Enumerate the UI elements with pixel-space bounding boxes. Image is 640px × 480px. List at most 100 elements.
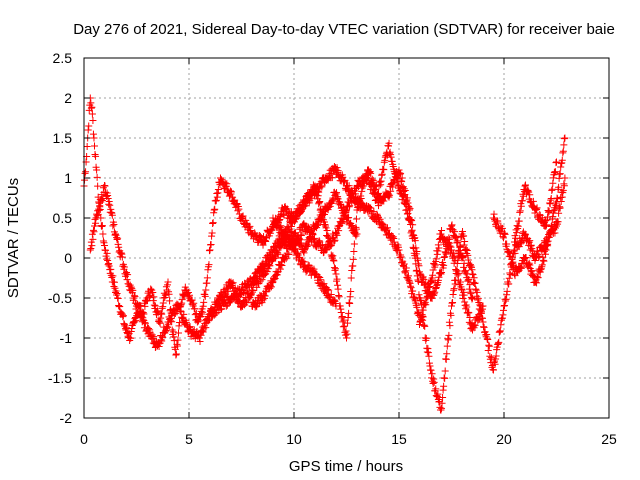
data-point [460,232,468,240]
data-point [127,327,135,335]
data-point [445,235,453,243]
y-tick-label: 1 [64,170,72,186]
data-point [550,169,558,177]
data-point [543,221,551,229]
data-point [541,250,549,258]
chart-title: Day 276 of 2021, Sidereal Day-to-day VTE… [73,21,615,38]
data-point [315,198,323,206]
x-axis-label: GPS time / hours [289,458,403,475]
data-point [86,246,94,254]
data-point [352,225,360,233]
data-point [534,274,542,282]
data-point [464,256,472,264]
data-point [339,318,347,326]
data-point [468,295,476,303]
data-point [172,351,180,359]
data-point [544,206,552,214]
data-point [102,246,110,254]
data-point [451,228,459,236]
data-point [342,207,350,215]
data-point [427,366,435,374]
data-point [426,362,434,370]
data-point [450,285,458,293]
data-point [554,218,562,226]
y-tick-label: -1 [60,330,73,346]
data-point [249,287,257,295]
data-point [432,385,440,393]
data-point [293,250,301,258]
data-point [552,159,560,167]
data-point [449,298,457,306]
data-point [346,195,354,203]
data-point [459,253,467,261]
data-point [153,308,161,316]
data-point [444,335,452,343]
data-point [132,317,140,325]
x-tick-label: 5 [185,431,193,447]
data-point [274,217,282,225]
data-point [459,295,467,303]
data-point [492,355,500,363]
data-point [467,262,475,270]
y-tick-label: 2.5 [53,50,73,66]
data-point [345,214,353,222]
data-point [190,299,198,307]
x-tick-label: 0 [80,431,88,447]
data-point [114,294,122,302]
data-point [262,288,270,296]
data-point [194,317,202,325]
data-point [560,141,568,149]
data-point [314,187,322,195]
data-point [424,349,432,357]
data-point [285,250,293,258]
data-point [180,310,188,318]
data-point [412,244,420,252]
data-point [297,239,305,247]
data-point [460,291,468,299]
data-point [490,366,497,374]
data-point [252,269,260,277]
data-point [129,286,137,294]
data-point [377,177,385,185]
data-point [495,328,503,336]
data-point [302,202,310,210]
data-point [386,191,394,199]
data-point [517,264,525,272]
data-point [120,263,128,271]
data-point [378,170,386,178]
data-point [123,324,131,332]
data-point [118,250,126,258]
data-point [439,386,447,394]
data-point [118,253,126,261]
data-point [345,203,353,211]
data-point [469,271,477,279]
data-point [419,274,427,282]
data-point [422,279,430,287]
data-point [418,315,426,323]
data-point [209,219,217,227]
data-point [256,277,264,285]
data-point [464,276,472,284]
data-point [553,158,560,166]
data-point [511,249,519,257]
data-point [540,257,548,265]
data-point [335,293,343,301]
data-point [179,290,187,298]
data-point [447,311,455,319]
data-point [431,261,439,269]
data-point [405,276,413,284]
data-point [327,251,335,259]
data-point [87,99,95,107]
data-point [300,249,308,257]
data-point [283,249,291,257]
data-point [448,299,456,307]
data-point [402,264,410,272]
data-point [330,296,338,304]
data-point [403,194,411,202]
data-point [480,323,488,331]
data-point [464,251,472,259]
data-point [350,194,358,202]
data-point [432,284,440,292]
data-point [119,312,127,320]
data-point [158,310,166,318]
